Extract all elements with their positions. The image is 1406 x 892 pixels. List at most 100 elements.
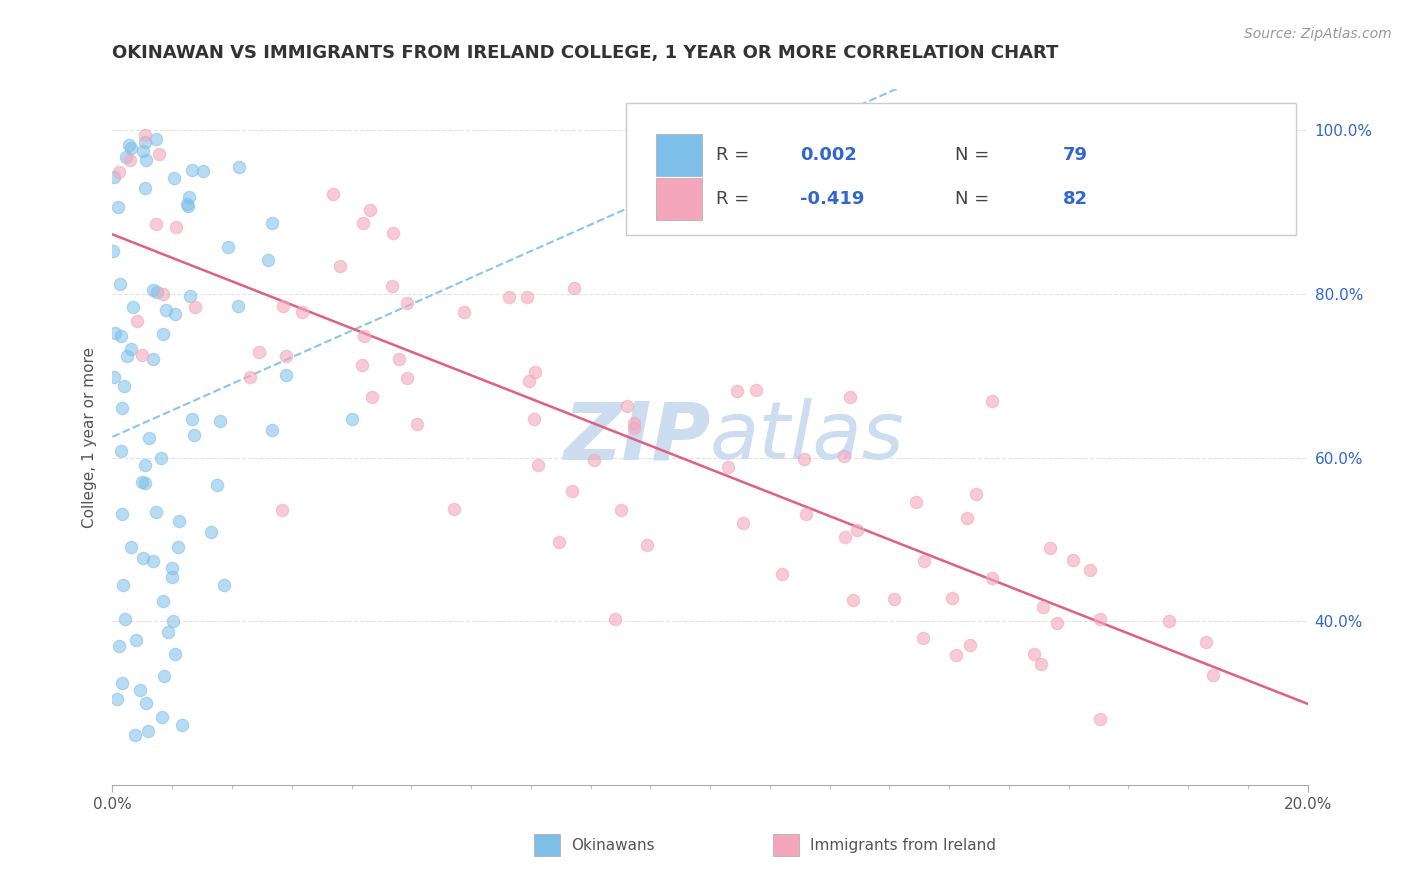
Point [846,523,869,537]
Point [523,365,546,379]
Point [152,326,174,341]
Point [841,593,863,607]
Point [527,458,550,472]
Text: N =: N = [955,190,995,208]
Point [945,648,967,663]
Point [523,411,546,425]
Point [1159,614,1181,628]
Point [562,281,585,295]
Point [142,283,165,297]
Point [167,514,190,528]
Point [142,351,165,366]
Point [125,314,148,328]
Point [163,647,186,661]
Point [124,727,146,741]
Point [134,136,156,150]
Point [134,180,156,194]
Point [981,394,1004,409]
Point [340,412,363,426]
Point [122,301,145,315]
Point [165,220,187,235]
Point [1029,657,1052,672]
Text: ZIP: ZIP [562,398,710,476]
Y-axis label: College, 1 year or more: College, 1 year or more [82,347,97,527]
Point [717,460,740,475]
Point [152,594,174,608]
Point [138,431,160,445]
Point [405,417,427,431]
Point [623,421,645,435]
Point [388,352,411,367]
Point [115,349,138,363]
Point [111,675,134,690]
Point [382,226,405,240]
Text: Okinawans: Okinawans [571,838,654,853]
Text: 79: 79 [1063,146,1088,164]
Bar [657,178,702,219]
Point [179,289,201,303]
Point [322,186,344,201]
Point [352,358,374,372]
Point [965,486,987,500]
Point [145,132,167,146]
Point [832,450,855,464]
Point [883,592,905,607]
Point [582,453,605,467]
Point [118,138,141,153]
Point [904,495,927,509]
Point [120,540,142,554]
Point [214,578,236,592]
Point [155,302,177,317]
Point [179,190,201,204]
Point [453,305,475,319]
Point [911,632,934,646]
Point [162,561,184,575]
Point [561,483,583,498]
Text: N =: N = [955,146,995,164]
Point [112,578,135,592]
Text: Immigrants from Ireland: Immigrants from Ireland [810,838,995,853]
Point [381,279,404,293]
Point [134,475,156,490]
Point [603,612,626,626]
Point [262,423,284,437]
Point [352,216,374,230]
Point [329,259,352,273]
Point [167,540,190,554]
Point [616,399,638,413]
Point [177,198,200,212]
Point [135,697,157,711]
Point [110,277,132,291]
Point [101,244,124,259]
Point [959,638,981,652]
Point [150,710,173,724]
Text: -0.419: -0.419 [800,190,865,208]
Point [794,507,817,521]
Point [183,428,205,442]
Point [157,625,180,640]
Point [1088,612,1111,626]
Point [104,326,127,340]
Bar [657,134,702,176]
Text: Source: ZipAtlas.com: Source: ZipAtlas.com [1244,27,1392,41]
Point [111,401,134,415]
Point [115,150,138,164]
Point [498,290,520,304]
Point [209,413,232,427]
Point [118,153,141,168]
Point [180,163,202,178]
Point [131,475,153,490]
Point [207,478,229,492]
Point [149,450,172,465]
Point [111,508,134,522]
Text: R =: R = [716,146,755,164]
Point [184,300,207,314]
Point [114,612,136,626]
Point [162,614,184,628]
Point [1202,667,1225,681]
Point [838,390,860,404]
Point [443,501,465,516]
Point [134,128,156,142]
Point [360,390,382,404]
Point [941,591,963,606]
